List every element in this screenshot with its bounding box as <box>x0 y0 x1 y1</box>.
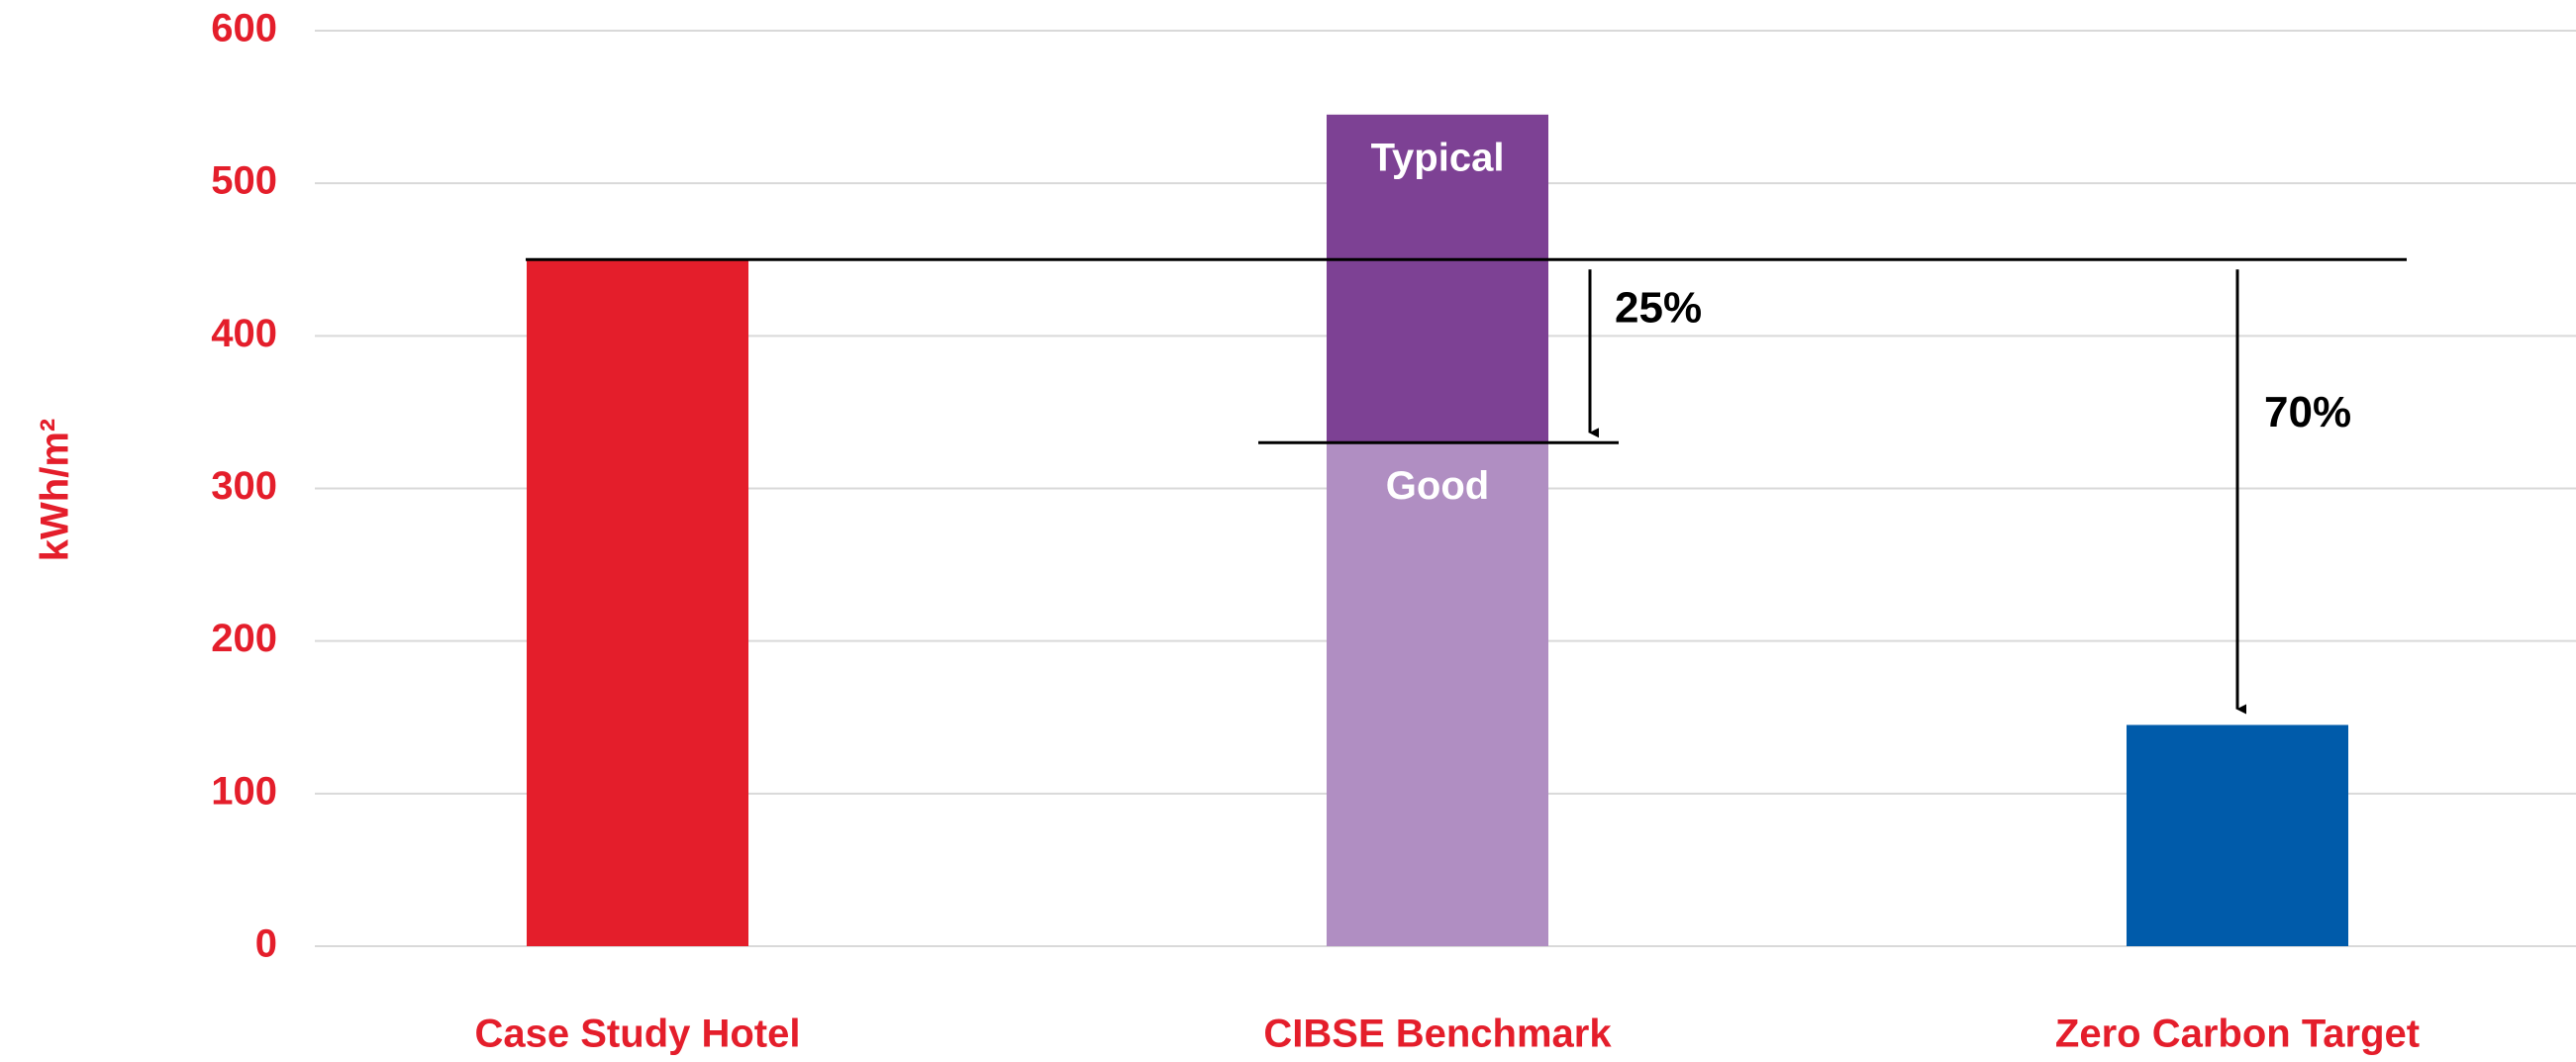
y-tick-label: 400 <box>211 312 277 355</box>
y-tick-label: 0 <box>255 922 277 966</box>
y-tick-label: 300 <box>211 464 277 508</box>
y-tick-label: 600 <box>211 7 277 50</box>
annotation-label: 25% <box>1615 283 1702 332</box>
y-tick-label: 200 <box>211 617 277 660</box>
segment-label: Typical <box>1371 136 1505 179</box>
bar-segment <box>1327 114 1548 443</box>
x-tick-label: Zero Carbon Target <box>2055 1013 2420 1056</box>
annotation-label: 70% <box>2264 388 2351 436</box>
y-axis-label: kWh/m² <box>34 419 77 561</box>
bar-segment <box>2127 724 2348 946</box>
x-tick-label: Case Study Hotel <box>475 1013 801 1056</box>
bar-segment <box>1327 442 1548 946</box>
bar-segment <box>527 259 748 946</box>
y-tick-label: 100 <box>211 769 277 813</box>
x-tick-label: CIBSE Benchmark <box>1263 1013 1612 1056</box>
segment-label: Good <box>1386 464 1489 508</box>
y-tick-label: 500 <box>211 159 277 203</box>
